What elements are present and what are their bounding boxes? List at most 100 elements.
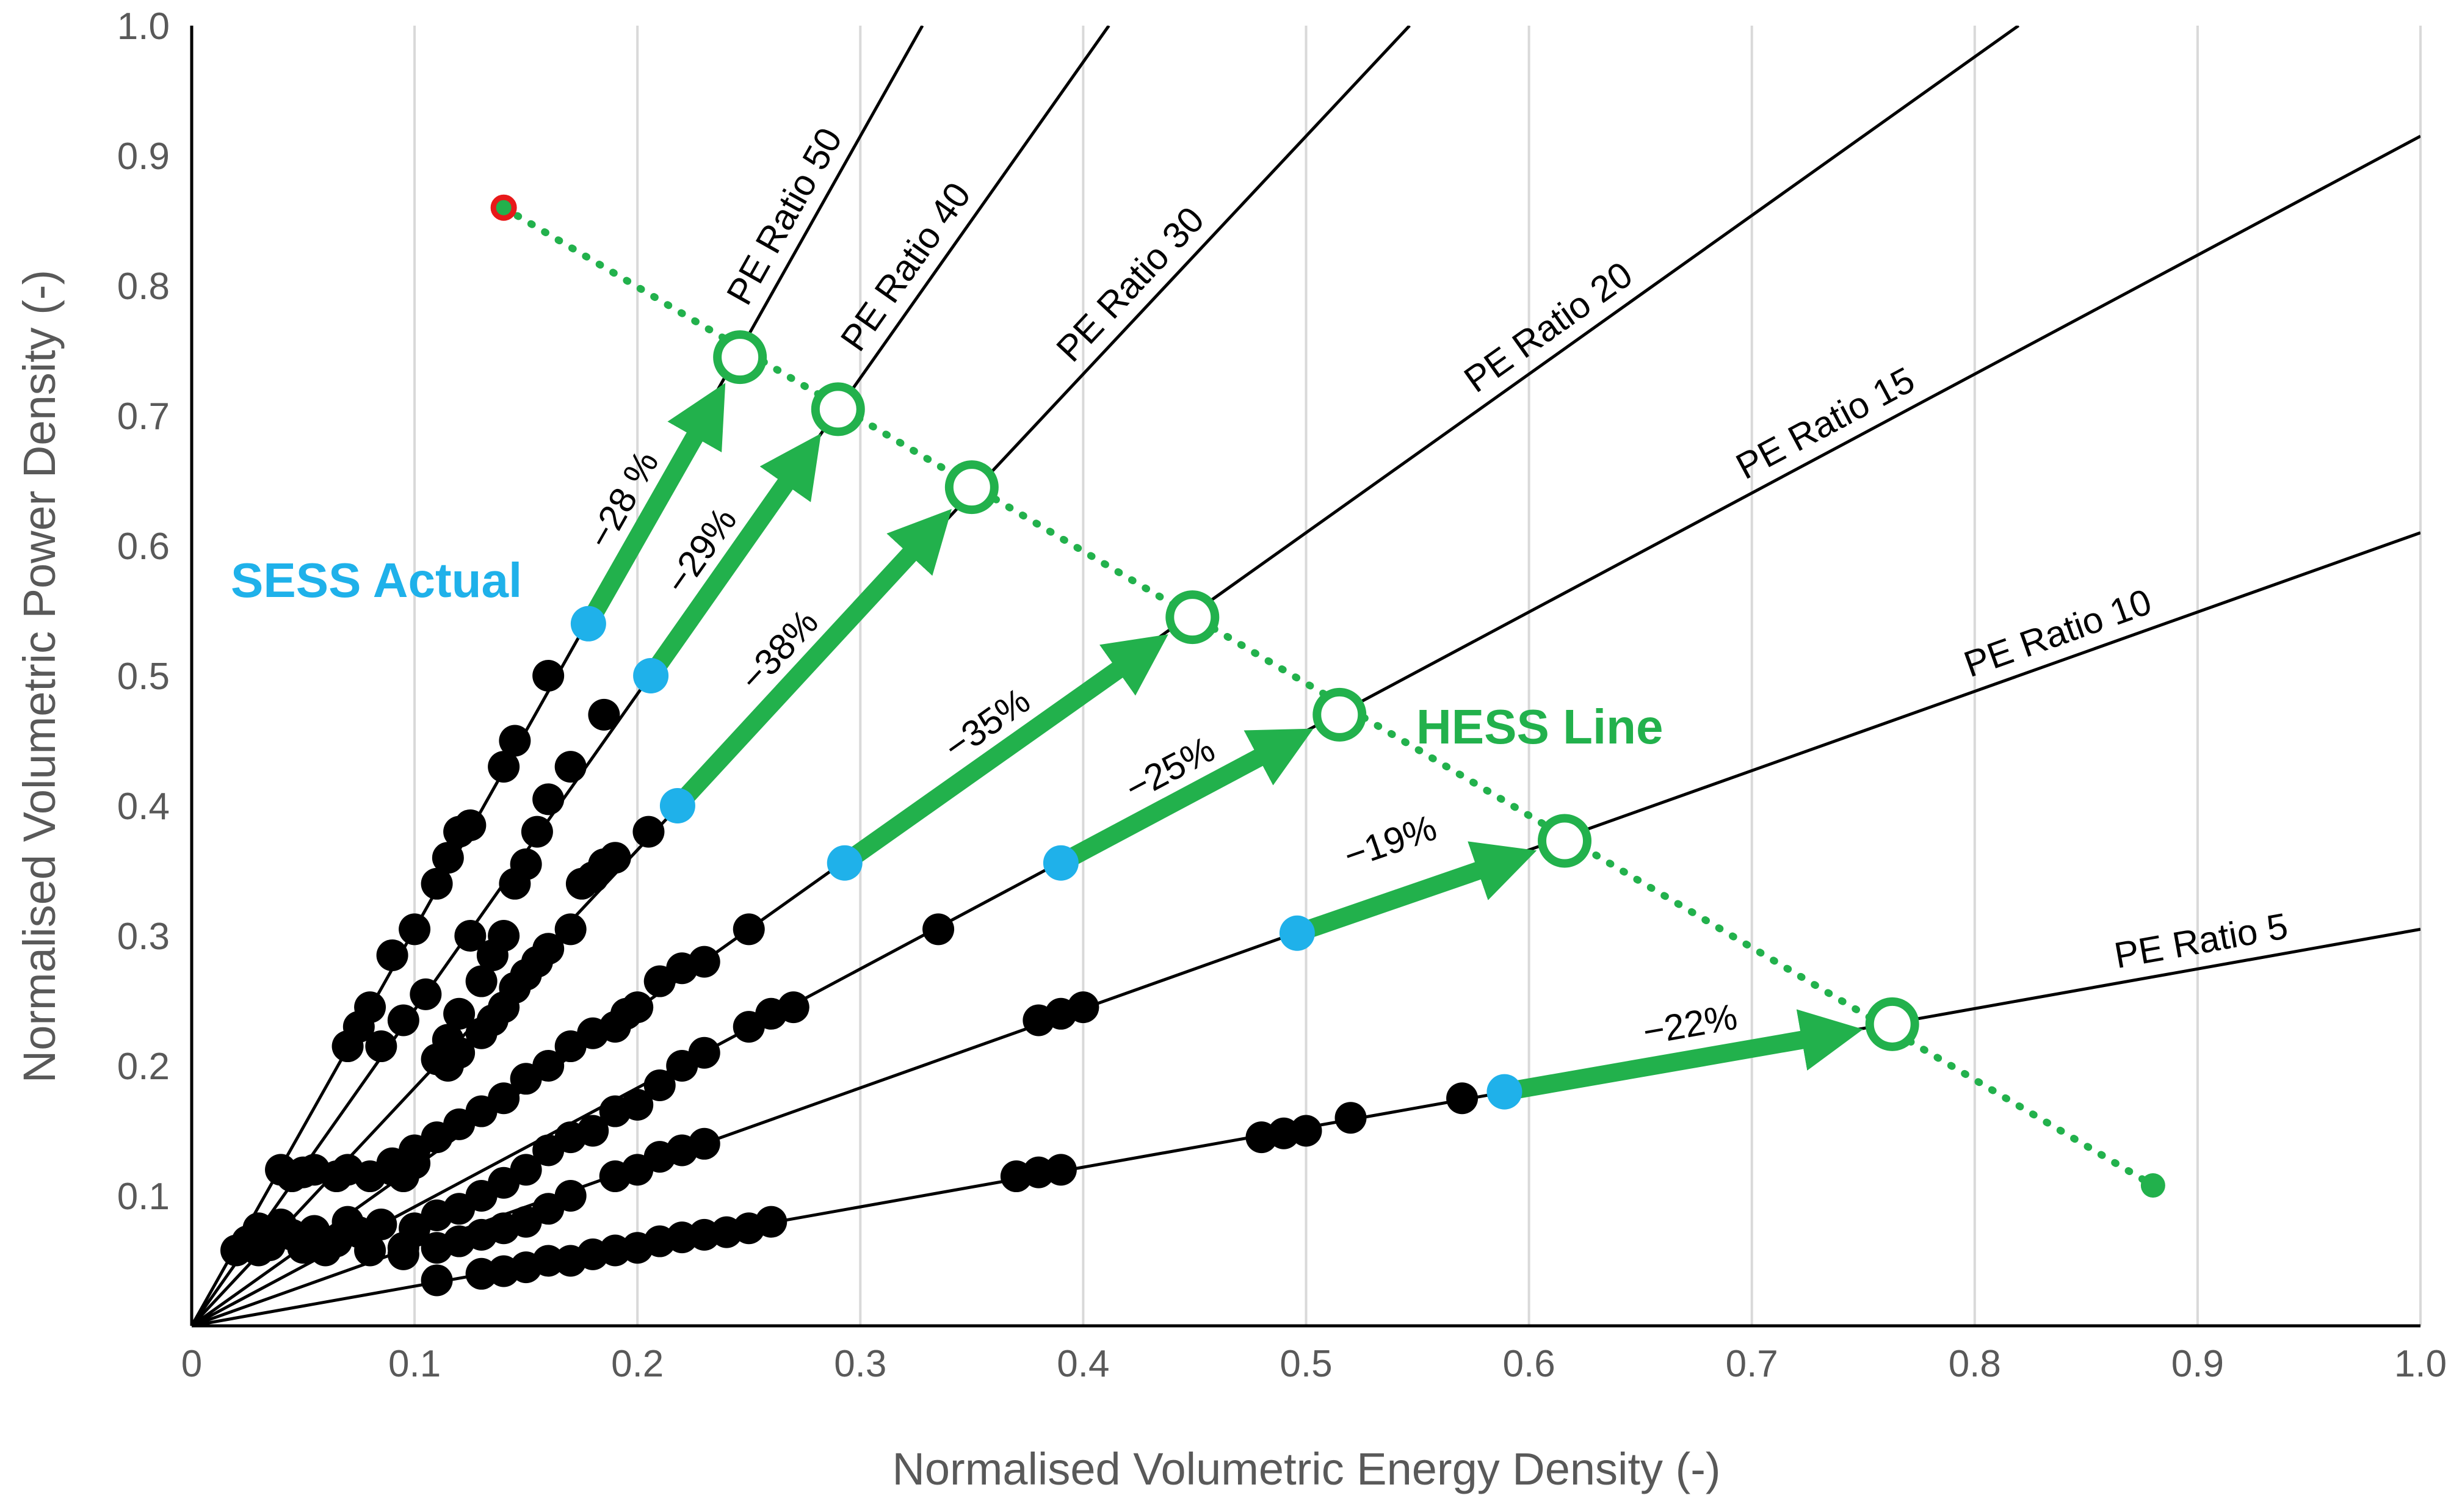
hess-point (944, 460, 999, 515)
data-point (554, 1180, 587, 1212)
sess-actual-point (827, 845, 863, 881)
improvement-arrow (643, 433, 821, 681)
data-point (532, 1245, 565, 1277)
y-tick-label: 0.7 (117, 396, 170, 438)
data-point (432, 842, 464, 874)
x-tick-label: 0.3 (834, 1343, 886, 1385)
sess-actual-points (570, 606, 1522, 1110)
y-tick-label: 1.0 (117, 5, 170, 48)
data-point (1067, 991, 1099, 1024)
data-point (532, 660, 565, 692)
data-point (733, 913, 765, 946)
hess-point (1312, 687, 1367, 742)
hess-points (713, 330, 1919, 1051)
data-point (621, 991, 654, 1024)
pe-ratio-label: PE Ratio 15 (1729, 359, 1921, 487)
improvement-arrow (670, 508, 952, 812)
pe-ratio-label: PE Ratio 20 (1457, 254, 1640, 400)
data-point (688, 1036, 720, 1069)
data-point (399, 913, 431, 946)
sess-actual-point (570, 606, 606, 642)
data-point (688, 1127, 720, 1160)
x-axis-title: Normalised Volumetric Energy Density (-) (892, 1444, 1720, 1494)
y-tick-label: 0.5 (117, 656, 170, 698)
hess-point (811, 382, 865, 436)
sess-actual-point (633, 658, 669, 693)
data-point (421, 867, 453, 900)
improvement-arrow (1294, 841, 1537, 942)
data-point (1044, 1154, 1077, 1186)
data-point (488, 1082, 520, 1115)
data-point (387, 1238, 419, 1270)
data-point (421, 1264, 453, 1297)
x-tick-label: 0.9 (2171, 1343, 2224, 1385)
x-tick-label: 0.7 (1726, 1343, 1778, 1385)
hess-line (490, 194, 2165, 1198)
hess-end-point (2140, 1173, 2165, 1198)
hess-point (713, 330, 767, 385)
data-point (755, 1206, 787, 1238)
y-tick-label: 0.3 (117, 916, 170, 958)
data-point (443, 997, 476, 1030)
improvement-arrow (580, 383, 726, 629)
data-point (532, 1050, 565, 1082)
data-point (354, 1234, 386, 1267)
data-point (510, 848, 542, 880)
y-tick-label: 0.9 (117, 136, 170, 178)
data-point (454, 809, 487, 841)
hess-point (1538, 814, 1592, 868)
data-point (465, 965, 498, 997)
x-tick-label: 0.1 (388, 1343, 441, 1385)
pe-ratio-label: PE Ratio 5 (2111, 905, 2290, 976)
data-point (443, 1036, 476, 1069)
x-tick-label: 0 (181, 1343, 202, 1385)
data-point (454, 920, 487, 952)
y-tick-label: 0.4 (117, 786, 170, 828)
data-point (1290, 1115, 1322, 1147)
y-axis-title: Normalised Volumetric Power Density (-) (14, 270, 65, 1083)
improvement-arrow (839, 634, 1168, 870)
sess-actual-label: SESS Actual (231, 553, 522, 607)
improvement-arrow (1502, 1009, 1864, 1101)
data-point (1446, 1082, 1479, 1115)
x-tick-label: 0.8 (1949, 1343, 2001, 1385)
y-tick-label: 0.2 (117, 1046, 170, 1088)
x-tick-label: 0.2 (611, 1343, 664, 1385)
hess-point (1165, 590, 1220, 645)
data-point (777, 991, 809, 1024)
data-point (532, 783, 565, 816)
data-point (499, 725, 531, 757)
data-point (410, 978, 442, 1010)
pe-ratio-label: PE Ratio 40 (833, 175, 979, 358)
hess-point (1865, 997, 1919, 1051)
sess-actual-point (1279, 915, 1315, 951)
data-point (922, 913, 955, 946)
x-tick-label: 1.0 (2394, 1343, 2447, 1385)
data-point (365, 1030, 397, 1063)
improvement-arrow (1056, 728, 1314, 871)
data-point (376, 939, 408, 971)
data-point (532, 933, 565, 965)
data-point (554, 913, 587, 946)
data-point (588, 698, 620, 731)
sess-actual-point (659, 788, 695, 823)
data-point (510, 1154, 542, 1186)
axes (190, 26, 2420, 1328)
x-tick-label: 0.6 (1502, 1343, 1555, 1385)
data-point (354, 991, 386, 1024)
grid-lines (413, 26, 2422, 1326)
pe-ratio-label: PE Ratio 30 (1048, 199, 1212, 369)
hess-start-point (490, 194, 517, 221)
data-point (632, 816, 665, 848)
data-point (521, 816, 553, 848)
data-point (488, 751, 520, 783)
data-point (387, 1004, 419, 1036)
sess-actual-point (1486, 1074, 1522, 1110)
hess-line-label: HESS Line (1416, 700, 1664, 754)
improvement-arrows (580, 383, 1864, 1101)
hess-dotted-line (500, 204, 2157, 1189)
pe-ratio-label: PE Ratio 50 (719, 121, 850, 311)
data-point (365, 1208, 397, 1240)
